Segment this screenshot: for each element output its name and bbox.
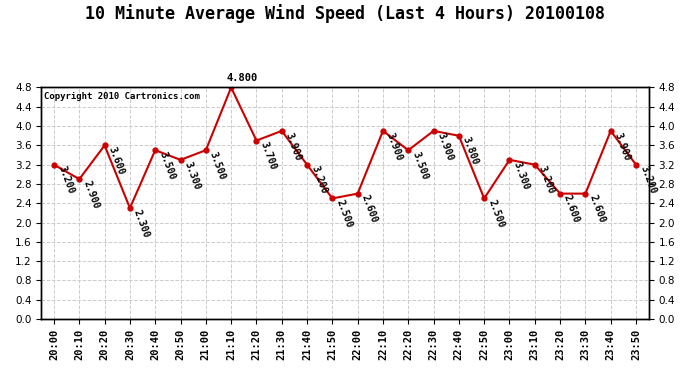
- Text: 3.500: 3.500: [208, 150, 227, 181]
- Text: 3.300: 3.300: [511, 160, 531, 191]
- Text: 3.200: 3.200: [638, 165, 658, 196]
- Text: 2.600: 2.600: [359, 194, 379, 225]
- Text: 3.500: 3.500: [157, 150, 177, 181]
- Text: 3.200: 3.200: [56, 165, 75, 196]
- Text: 3.200: 3.200: [537, 165, 556, 196]
- Text: 4.800: 4.800: [226, 73, 257, 82]
- Text: 3.900: 3.900: [385, 131, 404, 162]
- Text: 3.500: 3.500: [411, 150, 430, 181]
- Text: 2.500: 2.500: [335, 198, 354, 230]
- Text: 3.300: 3.300: [183, 160, 202, 191]
- Text: 2.900: 2.900: [81, 179, 101, 210]
- Text: 2.500: 2.500: [486, 198, 506, 230]
- Text: 2.300: 2.300: [132, 208, 151, 239]
- Text: 3.700: 3.700: [259, 141, 278, 172]
- Text: 10 Minute Average Wind Speed (Last 4 Hours) 20100108: 10 Minute Average Wind Speed (Last 4 Hou…: [85, 4, 605, 23]
- Text: 3.900: 3.900: [435, 131, 455, 162]
- Text: 3.800: 3.800: [461, 136, 480, 167]
- Text: 3.900: 3.900: [613, 131, 632, 162]
- Text: 2.600: 2.600: [562, 194, 582, 225]
- Text: 3.600: 3.600: [107, 146, 126, 176]
- Text: 2.600: 2.600: [587, 194, 607, 225]
- Text: 3.200: 3.200: [309, 165, 328, 196]
- Text: Copyright 2010 Cartronics.com: Copyright 2010 Cartronics.com: [44, 92, 200, 101]
- Text: 3.900: 3.900: [284, 131, 303, 162]
